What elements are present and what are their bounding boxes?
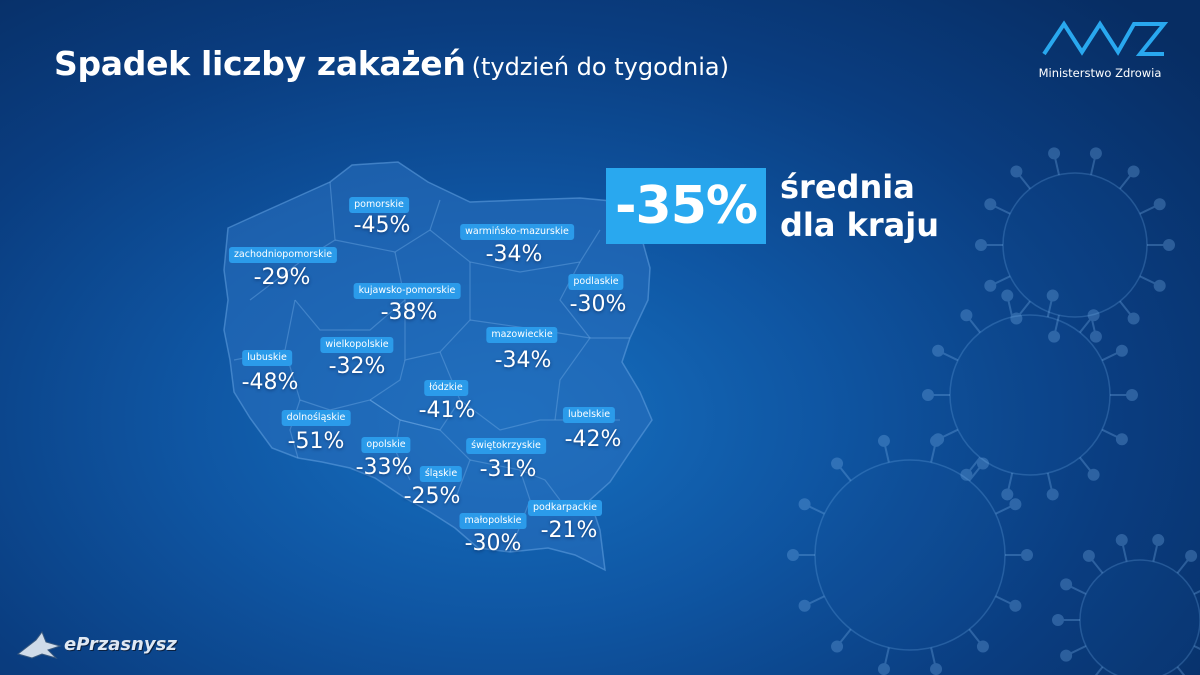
region-value-opolskie: -33% [355, 455, 413, 480]
region-value-swietokrzyskie: -31% [479, 457, 537, 482]
region-value-lubelskie: -42% [564, 427, 622, 452]
national-average-value: -35% [606, 168, 766, 244]
region-borders [233, 181, 630, 553]
watermark-text: ePrzasnysz [64, 634, 177, 655]
page-title: Spadek liczby zakażeń (tydzień do tygodni… [54, 44, 729, 83]
region-value-podlaskie: -30% [569, 292, 627, 317]
watermark: ePrzasnysz [14, 628, 177, 664]
region-value-zachodniopomorskie: -29% [253, 265, 311, 290]
title-subtitle: (tydzień do tygodnia) [471, 53, 729, 81]
region-badge-wielkopolskie: wielkopolskie [320, 337, 394, 353]
region-badge-lubelskie: lubelskie [562, 407, 616, 423]
region-value-wielkopolskie: -32% [328, 354, 386, 379]
shark-icon [16, 630, 62, 660]
region-badge-podlaskie: podlaskie [568, 274, 624, 290]
national-average-label: średnia dla kraju [780, 168, 939, 244]
average-label-line1: średnia [780, 168, 915, 206]
region-value-mazowieckie: -34% [494, 348, 552, 373]
region-badge-lubuskie: lubuskie [242, 350, 292, 366]
region-badge-pomorskie: pomorskie [349, 197, 409, 213]
region-value-dolnoslaskie: -51% [287, 429, 345, 454]
ministry-logo: Ministerstwo Zdrowia [1030, 18, 1180, 88]
region-badge-podkarpackie: podkarpackie [528, 500, 602, 516]
region-badge-dolnoslaskie: dolnośląskie [281, 410, 351, 426]
average-label-line2: dla kraju [780, 206, 940, 244]
region-value-podkarpackie: -21% [540, 518, 598, 543]
region-badge-slaskie: śląskie [419, 466, 463, 482]
logo-text: Ministerstwo Zdrowia [1038, 66, 1162, 80]
region-value-kujawsko-pomorskie: -38% [380, 300, 438, 325]
title-main: Spadek liczby zakażeń [54, 44, 466, 83]
region-badge-zachodniopomorskie: zachodniopomorskie [228, 247, 338, 263]
region-value-warminsko-mazurskie: -34% [485, 242, 543, 267]
region-value-lodzkie: -41% [418, 398, 476, 423]
region-badge-malopolskie: małopolskie [459, 513, 527, 529]
region-value-lubuskie: -48% [241, 370, 299, 395]
region-badge-swietokrzyskie: świętokrzyskie [466, 438, 546, 454]
region-badge-warminsko-mazurskie: warmińsko-mazurskie [460, 224, 574, 240]
mz-logo-icon [1042, 20, 1169, 56]
region-badge-opolskie: opolskie [361, 437, 411, 453]
region-badge-lodzkie: łódzkie [424, 380, 468, 396]
region-value-slaskie: -25% [403, 484, 461, 509]
region-value-malopolskie: -30% [464, 531, 522, 556]
region-value-pomorskie: -45% [353, 213, 411, 238]
region-badge-kujawsko-pomorskie: kujawsko-pomorskie [353, 283, 461, 299]
region-badge-mazowieckie: mazowieckie [486, 327, 558, 343]
